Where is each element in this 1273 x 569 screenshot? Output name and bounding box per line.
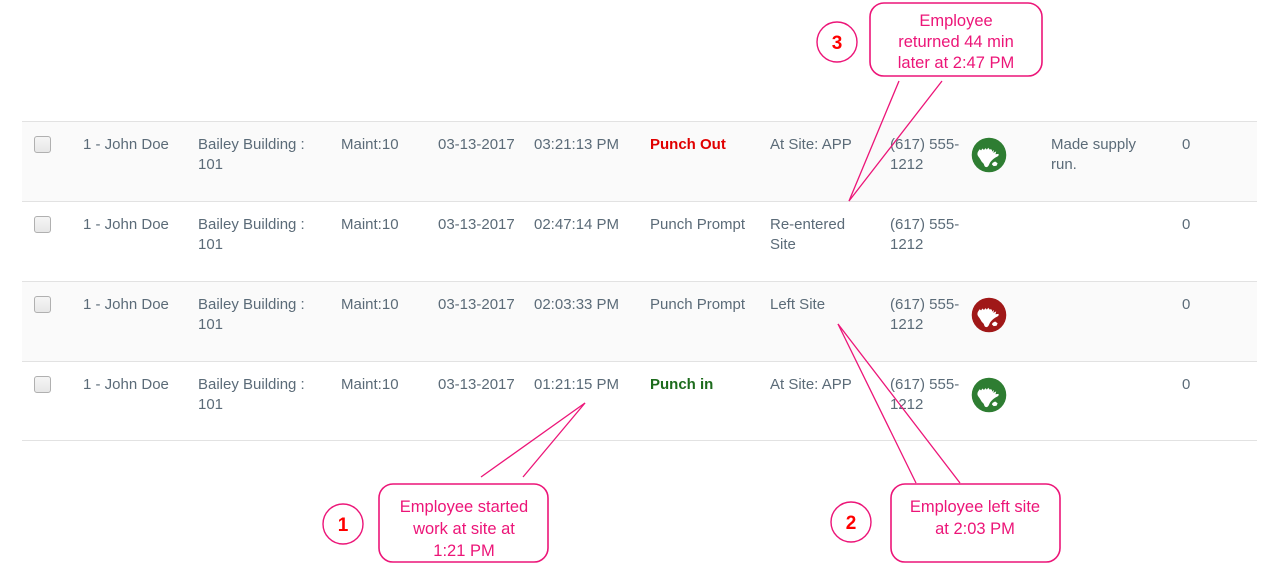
svg-text:1:21 PM: 1:21 PM — [433, 542, 494, 560]
svg-text:1: 1 — [338, 515, 349, 536]
svg-text:Employee left site: Employee left site — [910, 498, 1040, 516]
svg-text:at 2:03 PM: at 2:03 PM — [935, 520, 1015, 538]
svg-text:2: 2 — [846, 513, 857, 534]
svg-text:returned 44 min: returned 44 min — [898, 33, 1014, 51]
svg-text:Employee: Employee — [919, 12, 992, 30]
svg-text:3: 3 — [832, 33, 843, 54]
svg-text:later at 2:47 PM: later at 2:47 PM — [898, 54, 1014, 72]
svg-text:work at site at: work at site at — [412, 520, 515, 538]
svg-text:Employee started: Employee started — [400, 498, 528, 516]
